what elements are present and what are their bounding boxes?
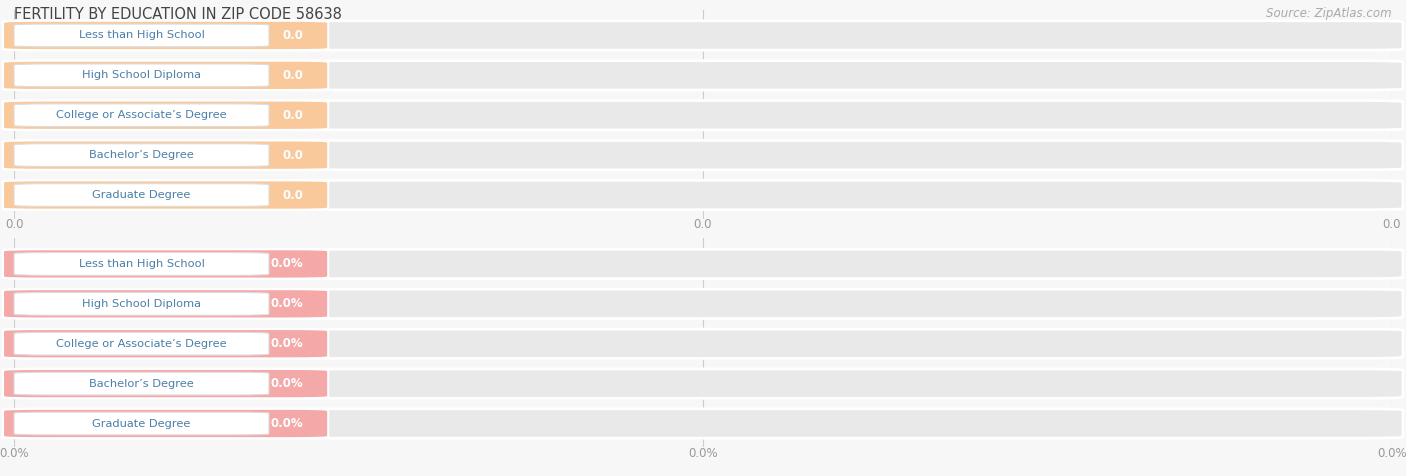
Text: College or Associate’s Degree: College or Associate’s Degree [56, 110, 226, 120]
Text: Source: ZipAtlas.com: Source: ZipAtlas.com [1267, 7, 1392, 20]
Text: High School Diploma: High School Diploma [82, 70, 201, 80]
FancyBboxPatch shape [3, 329, 1403, 358]
Text: 0.0%: 0.0% [271, 337, 304, 350]
FancyBboxPatch shape [3, 289, 1403, 318]
FancyBboxPatch shape [3, 140, 328, 170]
FancyBboxPatch shape [3, 249, 328, 278]
FancyBboxPatch shape [14, 412, 269, 435]
FancyBboxPatch shape [3, 249, 1403, 278]
Text: Less than High School: Less than High School [79, 30, 204, 40]
Text: 0.0%: 0.0% [688, 446, 718, 460]
Text: 0.0: 0.0 [283, 109, 304, 122]
FancyBboxPatch shape [3, 329, 328, 358]
FancyBboxPatch shape [3, 369, 1403, 398]
Text: 0.0%: 0.0% [1376, 446, 1406, 460]
FancyBboxPatch shape [3, 369, 328, 398]
Text: Graduate Degree: Graduate Degree [93, 418, 191, 428]
FancyBboxPatch shape [3, 289, 328, 318]
FancyBboxPatch shape [3, 100, 328, 130]
Text: College or Associate’s Degree: College or Associate’s Degree [56, 339, 226, 349]
Text: 0.0: 0.0 [283, 69, 304, 82]
Text: Graduate Degree: Graduate Degree [93, 190, 191, 200]
Text: 0.0: 0.0 [283, 188, 304, 201]
Text: 0.0: 0.0 [1382, 218, 1402, 231]
FancyBboxPatch shape [3, 180, 1403, 210]
FancyBboxPatch shape [14, 332, 269, 355]
Text: High School Diploma: High School Diploma [82, 299, 201, 309]
FancyBboxPatch shape [14, 64, 269, 87]
FancyBboxPatch shape [14, 184, 269, 207]
FancyBboxPatch shape [3, 60, 1403, 90]
FancyBboxPatch shape [3, 180, 328, 210]
FancyBboxPatch shape [14, 372, 269, 395]
Text: 0.0%: 0.0% [271, 298, 304, 310]
Text: 0.0%: 0.0% [271, 417, 304, 430]
FancyBboxPatch shape [14, 104, 269, 127]
FancyBboxPatch shape [3, 409, 1403, 438]
FancyBboxPatch shape [14, 24, 269, 47]
FancyBboxPatch shape [3, 100, 1403, 130]
FancyBboxPatch shape [14, 144, 269, 167]
Text: 0.0%: 0.0% [271, 377, 304, 390]
FancyBboxPatch shape [3, 140, 1403, 170]
Text: 0.0: 0.0 [283, 149, 304, 162]
FancyBboxPatch shape [3, 60, 328, 90]
Text: 0.0%: 0.0% [271, 258, 304, 270]
FancyBboxPatch shape [3, 21, 328, 50]
Text: 0.0: 0.0 [283, 29, 304, 42]
Text: 0.0: 0.0 [4, 218, 24, 231]
FancyBboxPatch shape [3, 21, 1403, 50]
Text: Bachelor’s Degree: Bachelor’s Degree [89, 150, 194, 160]
Text: Bachelor’s Degree: Bachelor’s Degree [89, 378, 194, 388]
FancyBboxPatch shape [14, 253, 269, 275]
Text: FERTILITY BY EDUCATION IN ZIP CODE 58638: FERTILITY BY EDUCATION IN ZIP CODE 58638 [14, 7, 342, 22]
Text: Less than High School: Less than High School [79, 259, 204, 269]
FancyBboxPatch shape [3, 409, 328, 438]
Text: 0.0: 0.0 [693, 218, 713, 231]
FancyBboxPatch shape [14, 292, 269, 315]
Text: 0.0%: 0.0% [0, 446, 30, 460]
